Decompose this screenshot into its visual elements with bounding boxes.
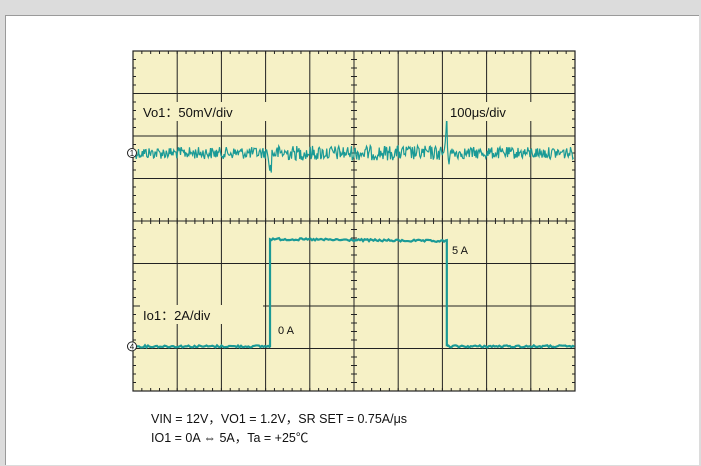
ch4-scale-label: Io1：2A/div [143,308,211,323]
channel-1-marker [127,148,137,158]
channel-markers: 14 [127,148,137,352]
channel-4-marker [127,341,137,352]
ch4-label-bg [140,305,263,324]
traces [132,114,575,350]
ch4-current-trace [132,236,575,350]
ch1-scale-label: Vo1：50mV/div [143,105,233,120]
low-level-label: 0 A [278,325,295,337]
figure-frame: Vo1：50mV/div 100μs/div Io1：2A/div 5 A 0 … [5,15,699,465]
caption-line-1: VIN = 12V，VO1 = 1.2V，SR SET = 0.75A/μs [151,412,408,426]
high-level-label: 5 A [452,245,469,257]
timebase-label-bg [446,102,532,121]
channel-1-marker-label: 1 [130,149,135,158]
channel-4-marker-label: 4 [130,342,135,351]
timebase-label: 100μs/div [450,105,506,120]
oscilloscope-screen: Vo1：50mV/div 100μs/div Io1：2A/div 5 A 0 … [127,50,576,392]
caption-line-2: IO1 = 0A ⇔ 5A，Ta = +25℃ [151,431,309,445]
ch1-voltage-trace [133,114,574,173]
labels: Vo1：50mV/div 100μs/div Io1：2A/div 5 A 0 … [140,102,532,338]
ch1-label-bg [140,102,270,121]
high-level-label-bg [448,242,478,258]
low-level-label-bg [274,322,304,338]
